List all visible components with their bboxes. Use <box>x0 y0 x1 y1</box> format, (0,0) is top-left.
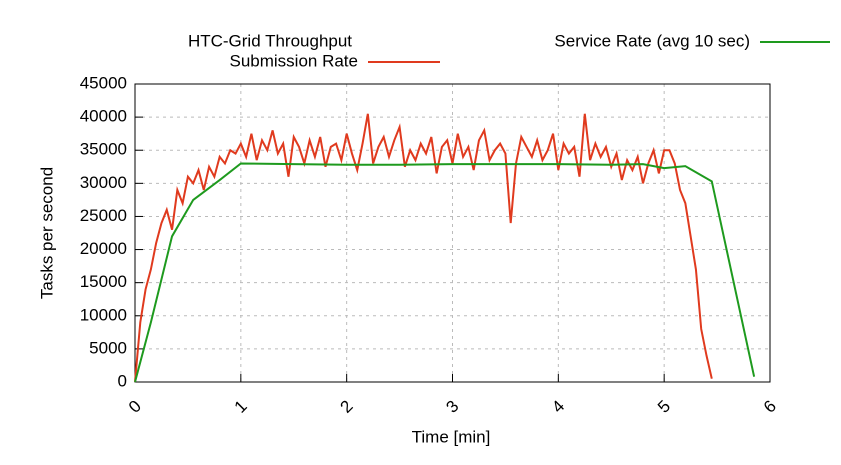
y-tick-label: 20000 <box>80 239 127 258</box>
legend-label: Submission Rate <box>229 51 358 70</box>
x-tick-label: 1 <box>231 397 251 417</box>
y-axis-label: Tasks per second <box>37 167 56 299</box>
y-tick-label: 30000 <box>80 173 127 192</box>
legend-label: Service Rate (avg 10 sec) <box>554 31 750 50</box>
y-tick-label: 0 <box>118 371 127 390</box>
x-tick-label: 3 <box>442 397 462 417</box>
series-line <box>134 162 756 383</box>
y-tick-label: 40000 <box>80 107 127 126</box>
plot-frame <box>134 83 771 383</box>
y-tick-label: 5000 <box>89 338 127 357</box>
y-tick-label: 10000 <box>80 305 127 324</box>
legend-title: HTC-Grid Throughput <box>188 31 352 50</box>
y-tick-label: 25000 <box>80 206 127 225</box>
x-tick-label: 5 <box>654 397 674 417</box>
y-tick-label: 45000 <box>80 73 127 92</box>
x-tick-label: 4 <box>548 397 568 417</box>
y-tick-label: 15000 <box>80 272 127 291</box>
x-tick-label: 6 <box>760 397 780 417</box>
y-tick-label: 35000 <box>80 140 127 159</box>
x-tick-label: 2 <box>337 397 357 417</box>
x-tick-label: 0 <box>125 397 145 417</box>
x-axis-label: Time [min] <box>412 427 491 446</box>
series-line <box>134 113 713 383</box>
